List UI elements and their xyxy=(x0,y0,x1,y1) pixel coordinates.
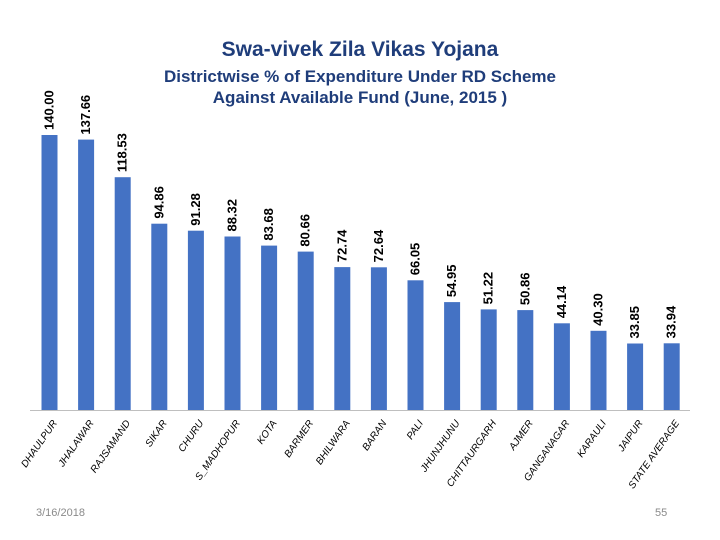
bar-dhaulpur xyxy=(41,135,58,410)
data-label: 50.86 xyxy=(517,273,532,306)
x-tick-label: DHAULPUR xyxy=(19,418,60,469)
x-tick-label: JAIPUR xyxy=(616,418,646,454)
data-label: 80.66 xyxy=(298,214,313,247)
data-label: 118.53 xyxy=(115,133,130,172)
bar-s-madhopur xyxy=(224,236,241,410)
data-label: 88.32 xyxy=(225,199,240,232)
data-label: 72.74 xyxy=(334,229,349,262)
data-label: 140.00 xyxy=(42,90,57,130)
bar-rajsamand xyxy=(114,177,131,410)
chart-title: Swa-vivek Zila Vikas Yojana xyxy=(221,38,499,61)
x-tick-label: PALI xyxy=(405,418,426,442)
data-label: 33.94 xyxy=(664,305,679,338)
bar-ajmer xyxy=(517,310,534,410)
x-tick-label: BARMER xyxy=(283,418,317,459)
x-tick-label: KARAULI xyxy=(575,418,609,460)
bar-chittaurgarh xyxy=(480,309,497,410)
bar-state-average xyxy=(663,343,680,410)
bar-ganganagar xyxy=(553,323,570,410)
bar-jhunjhunu xyxy=(444,302,461,410)
slide-date: 3/16/2018 xyxy=(36,507,85,519)
bar-kota xyxy=(261,245,278,410)
x-tick-label: BHILWARA xyxy=(314,418,353,467)
data-label: 66.05 xyxy=(408,243,423,276)
chart-subtitle: Districtwise % of Expenditure Under RD S… xyxy=(110,66,610,108)
data-label: 40.30 xyxy=(591,293,606,326)
data-label: 72.64 xyxy=(371,229,386,262)
bar-baran xyxy=(370,267,387,410)
bar-jhalawar xyxy=(78,139,95,410)
slide-page-number: 55 xyxy=(655,507,668,519)
bar-churu xyxy=(187,230,204,410)
x-tick-label: AJMER xyxy=(507,418,536,453)
x-tick-label: CHURU xyxy=(177,418,207,455)
data-label: 94.86 xyxy=(151,186,166,219)
data-label: 91.28 xyxy=(188,193,203,226)
chart-subtitle-line-1: Districtwise % of Expenditure Under RD S… xyxy=(163,67,557,86)
bar-bhilwara xyxy=(334,267,351,410)
data-label: 51.22 xyxy=(481,272,496,305)
bar-pali xyxy=(407,280,424,410)
chart-subtitle-line-2: Against Available Fund (June, 2015 ) xyxy=(212,88,508,107)
data-label: 33.85 xyxy=(627,306,642,339)
bar-sikar xyxy=(151,223,168,410)
data-label: 44.14 xyxy=(554,285,569,318)
data-label: 83.68 xyxy=(261,208,276,241)
data-label: 54.95 xyxy=(444,265,459,298)
data-label: 137.66 xyxy=(78,95,93,135)
x-tick-label: SIKAR xyxy=(144,418,170,449)
bar-karauli xyxy=(590,330,607,410)
bar-jaipur xyxy=(627,343,644,410)
x-tick-label: BARAN xyxy=(361,418,390,453)
x-tick-label: JHALAWAR xyxy=(56,418,97,469)
x-tick-label: RAJSAMAND xyxy=(89,418,133,475)
x-tick-label: KOTA xyxy=(255,418,279,446)
bar-barmer xyxy=(297,251,314,410)
